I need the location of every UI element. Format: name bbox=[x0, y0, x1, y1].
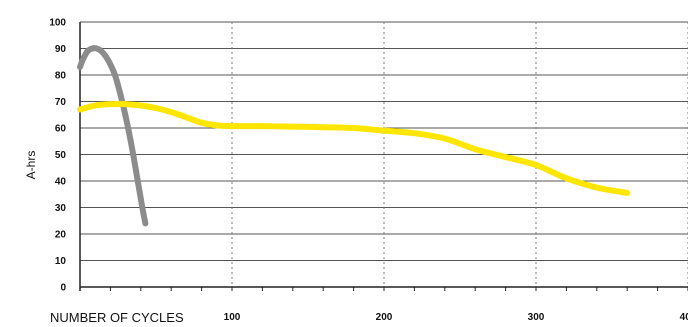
x-tick-label-400: 400 bbox=[680, 312, 688, 323]
series-line-2 bbox=[77, 100, 631, 196]
y-tick-label-90: 90 bbox=[55, 44, 67, 55]
x-tick-label-100: 100 bbox=[224, 312, 241, 323]
y-tick-labels: 0 10 20 30 40 50 60 70 80 90 100 bbox=[49, 18, 66, 294]
y-tick-label-50: 50 bbox=[55, 150, 67, 161]
vertical-gridlines bbox=[231, 22, 688, 287]
y-tick-label-70: 70 bbox=[55, 97, 67, 108]
y-tick-label-30: 30 bbox=[55, 203, 67, 214]
y-tick-label-80: 80 bbox=[55, 71, 67, 82]
y-tick-label-100: 100 bbox=[49, 18, 66, 29]
x-tick-label-200: 200 bbox=[376, 312, 393, 323]
y-tick-label-0: 0 bbox=[60, 283, 66, 294]
x-tick-labels: 100 200 300 400 bbox=[224, 312, 688, 323]
data-series bbox=[77, 45, 631, 227]
x-axis-label: NUMBER OF CYCLES bbox=[50, 310, 184, 325]
y-tick-label-40: 40 bbox=[55, 177, 67, 188]
y-tick-label-20: 20 bbox=[55, 230, 67, 241]
y-tick-label-60: 60 bbox=[55, 124, 67, 135]
y-tick-label-10: 10 bbox=[55, 256, 67, 267]
y-axis-label: A-hrs bbox=[24, 151, 38, 180]
series-line-1 bbox=[77, 45, 149, 227]
x-tick-label-300: 300 bbox=[528, 312, 545, 323]
